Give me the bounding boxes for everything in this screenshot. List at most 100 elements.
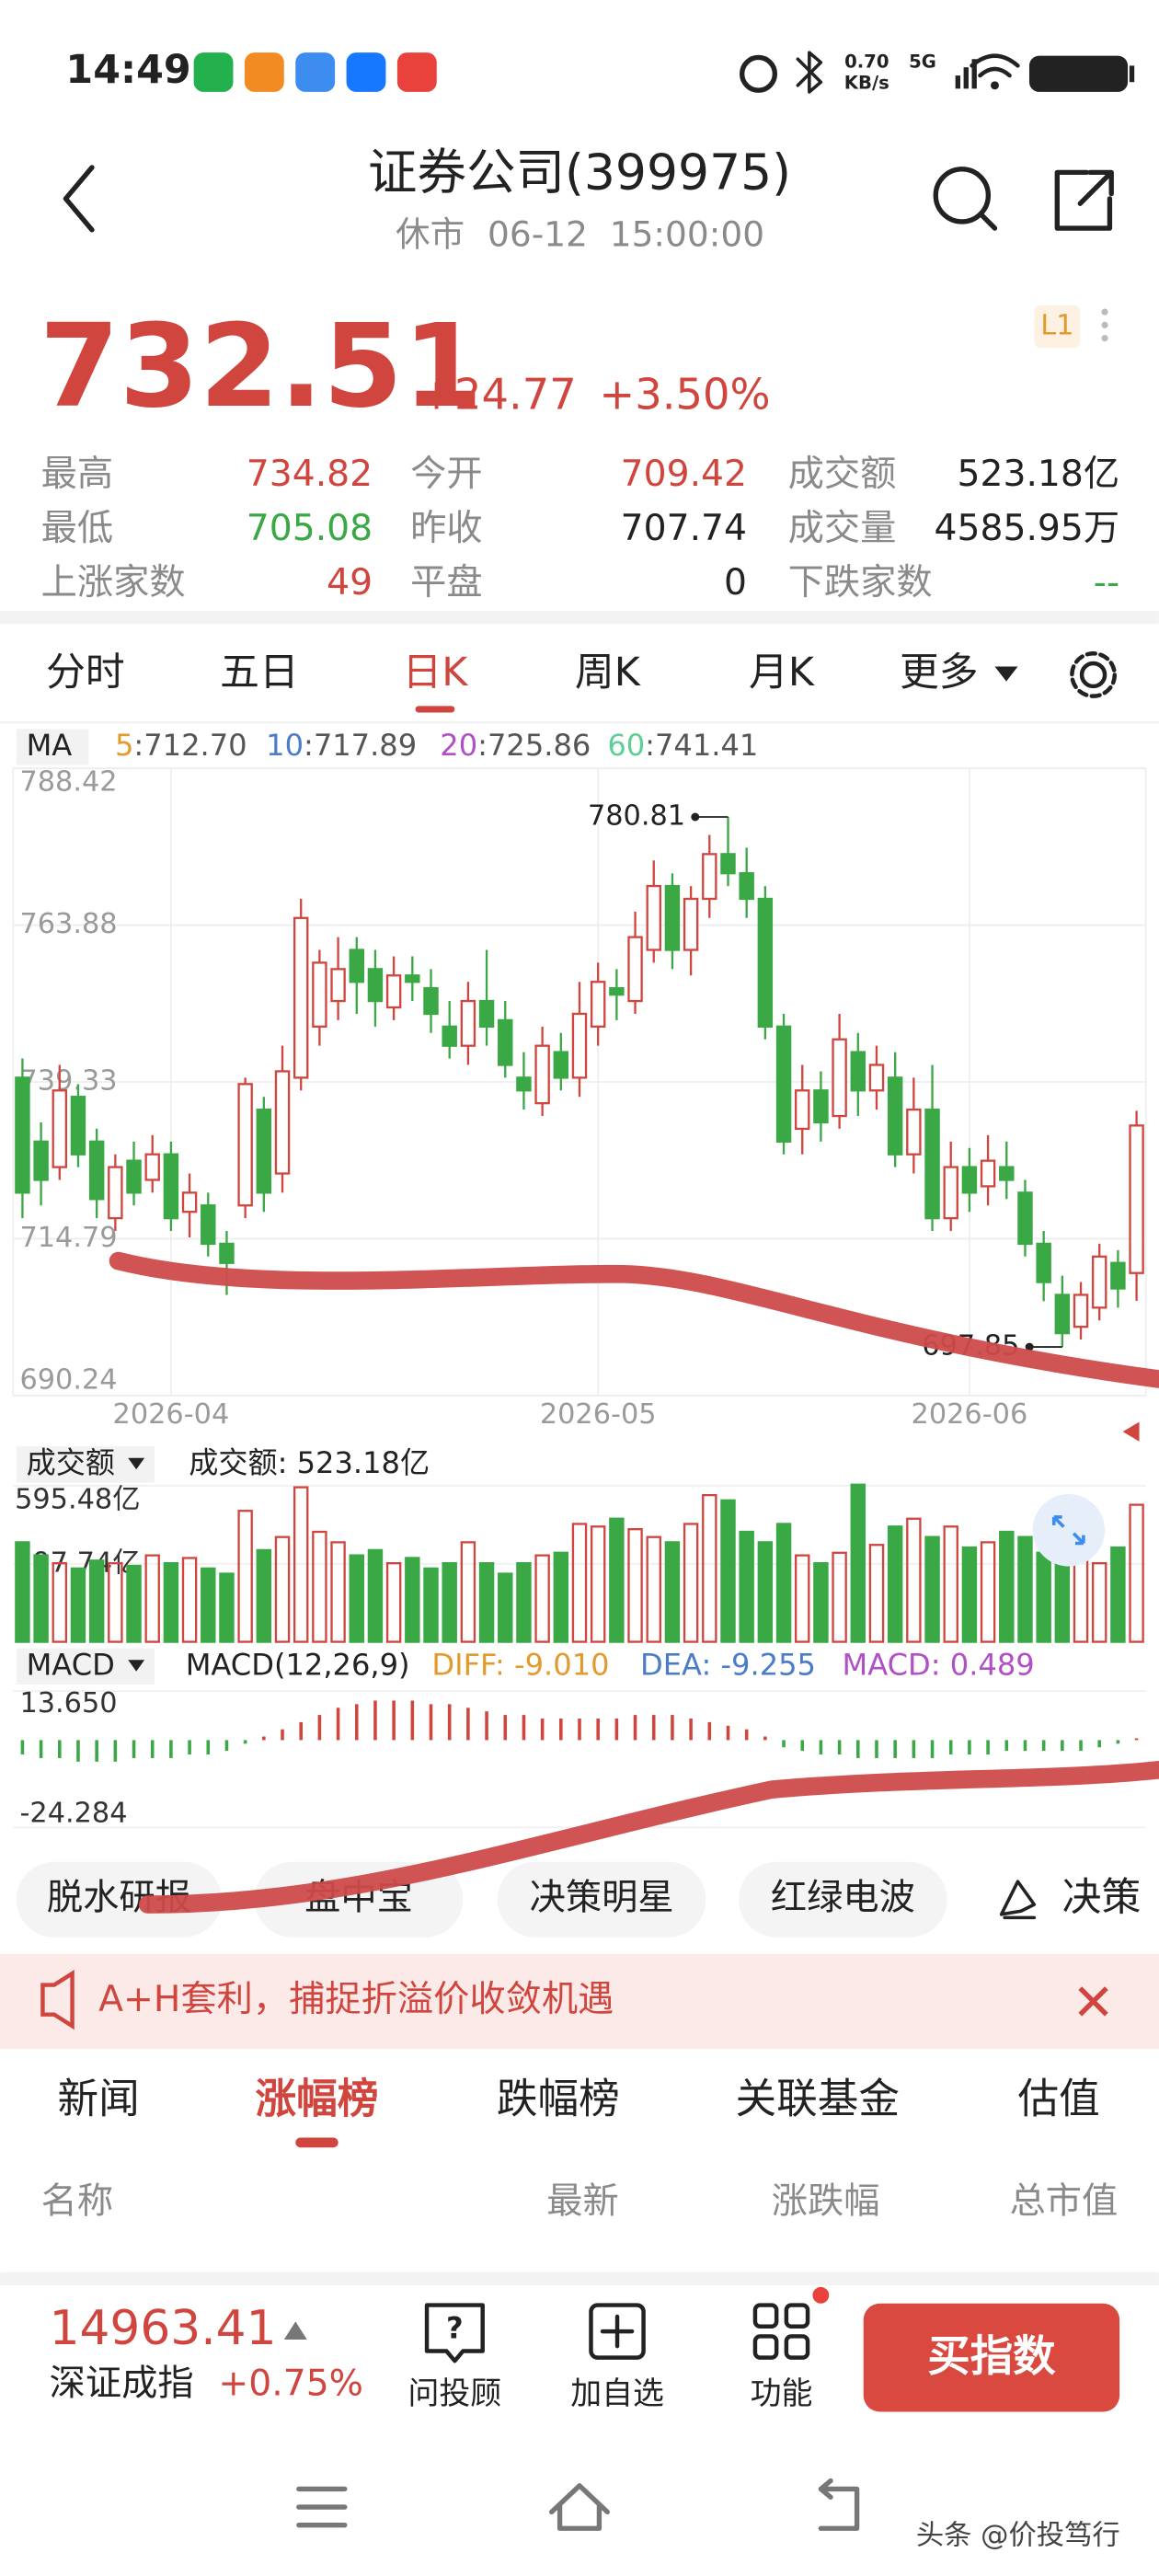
volume-bar xyxy=(664,1541,681,1643)
watermark: 头条 @价投笃行 xyxy=(916,2520,1120,2552)
chip-label[interactable]: 红绿电波 xyxy=(771,1877,915,1918)
indicator-select-bg[interactable] xyxy=(16,1648,155,1685)
volume-bar xyxy=(498,1572,513,1643)
stat-value: 705.08 xyxy=(247,508,373,549)
candle-body xyxy=(88,1140,105,1201)
candle-body xyxy=(627,936,643,1003)
candle-body xyxy=(924,1108,940,1220)
time: 14:49 xyxy=(65,47,190,93)
section-tab[interactable]: 关联基金 xyxy=(736,2075,900,2122)
volume-bar xyxy=(349,1554,364,1643)
trend-arrow xyxy=(283,2321,307,2340)
period-tab[interactable]: 分时 xyxy=(46,650,125,696)
volume-bar xyxy=(813,1562,829,1643)
stat-label: 上涨家数 xyxy=(41,562,186,604)
nav-menu[interactable] xyxy=(296,2486,348,2528)
share-button[interactable] xyxy=(1054,169,1114,231)
volume-bar xyxy=(478,1562,495,1643)
expand-arrow[interactable] xyxy=(1122,1421,1140,1442)
volume-bar xyxy=(683,1523,699,1643)
banner-close[interactable] xyxy=(1078,1986,1108,2017)
period-tab[interactable]: 日K xyxy=(403,650,469,696)
settings-button[interactable] xyxy=(1070,651,1118,698)
ma-value: :717.89 xyxy=(304,728,417,763)
volume-bar xyxy=(312,1530,327,1643)
section-tab[interactable]: 跌幅榜 xyxy=(497,2075,620,2122)
ma-period: 20 xyxy=(440,728,477,763)
volume-bar xyxy=(553,1551,569,1643)
more-dots[interactable] xyxy=(1101,308,1108,342)
candle-body xyxy=(442,1025,457,1047)
candle-body xyxy=(999,1166,1015,1181)
fullscreen-button[interactable] xyxy=(1032,1493,1106,1567)
volume-bar xyxy=(219,1572,235,1643)
chip-bg[interactable] xyxy=(739,1861,947,1938)
section-tab[interactable]: 新闻 xyxy=(58,2075,140,2122)
volume-bar xyxy=(1110,1546,1126,1643)
chip-bg[interactable] xyxy=(16,1861,222,1938)
action-label[interactable]: 加自选 xyxy=(570,2375,664,2411)
candle-body xyxy=(1091,1255,1107,1309)
volume-bar xyxy=(775,1523,792,1643)
macd-indicator: MACD xyxy=(27,1647,115,1682)
y-tick-label: 788.42 xyxy=(19,766,117,799)
advisor-icon[interactable]: ? xyxy=(424,2303,485,2363)
volume-bar xyxy=(274,1535,291,1643)
volume-bar xyxy=(144,1554,160,1643)
volume-bar xyxy=(405,1557,420,1643)
candle-body xyxy=(237,1083,253,1207)
ma-value: :725.86 xyxy=(477,728,591,763)
volume-bar xyxy=(961,1546,978,1643)
y-tick-label: 690.24 xyxy=(19,1363,117,1396)
price-change: +24.77 xyxy=(419,369,577,419)
volume-bar xyxy=(442,1562,457,1643)
y-tick-label: -24.284 xyxy=(19,1797,127,1829)
candle-body xyxy=(219,1242,235,1264)
volume-bar xyxy=(795,1554,810,1643)
chip-bg[interactable] xyxy=(497,1861,706,1938)
last-price: 732.51 xyxy=(40,300,483,433)
buy-button[interactable] xyxy=(863,2303,1120,2412)
period-tab[interactable]: 月K xyxy=(749,650,815,696)
period-tab[interactable]: 五日 xyxy=(220,650,299,696)
candle-body xyxy=(385,974,402,1009)
chip-label[interactable]: 决策 xyxy=(1062,1874,1142,1920)
action-label[interactable]: 问投顾 xyxy=(408,2375,502,2411)
volume-bar xyxy=(88,1559,105,1643)
back-button[interactable] xyxy=(63,165,95,233)
candle-body xyxy=(850,1051,866,1092)
add-watch-icon[interactable] xyxy=(589,2303,646,2360)
candle-body xyxy=(887,1076,903,1156)
stat-value: 49 xyxy=(327,562,373,604)
volume-bar xyxy=(70,1567,86,1643)
nav-back[interactable] xyxy=(818,2478,860,2531)
volume-bar xyxy=(15,1541,30,1643)
period-tab[interactable]: 更多 xyxy=(900,650,979,696)
indicator-select-bg[interactable] xyxy=(16,1446,155,1483)
macd-dea: DEA: -9.255 xyxy=(640,1647,816,1682)
period-tab[interactable]: 周K xyxy=(575,650,641,696)
banner-bg[interactable] xyxy=(0,1953,1159,2050)
nav-home[interactable] xyxy=(548,2483,611,2531)
candle-body xyxy=(498,1018,513,1066)
section-tab[interactable]: 涨幅榜 xyxy=(256,2075,379,2122)
section-tab[interactable]: 估值 xyxy=(1017,2075,1099,2122)
volume-summary: 成交额: 523.18亿 xyxy=(189,1445,430,1480)
search-button[interactable] xyxy=(933,167,998,231)
more-arrow xyxy=(994,666,1018,682)
quote-datetime: 06-12 15:00:00 xyxy=(488,213,764,254)
volume-bar xyxy=(868,1544,885,1643)
col-market-cap: 总市值 xyxy=(1010,2180,1119,2222)
buy-button-label[interactable]: 买指数 xyxy=(927,2331,1056,2381)
action-label[interactable]: 功能 xyxy=(751,2375,813,2411)
candle-body xyxy=(516,1076,532,1092)
banner-text: A+H套利，捕捉折溢价收敛机遇 xyxy=(98,1979,614,2020)
candle-body xyxy=(15,1076,30,1194)
hand-drawn-line xyxy=(109,1251,1159,1388)
candle-body xyxy=(571,1012,588,1079)
candle-body xyxy=(330,968,346,1003)
stat-label: 下跌家数 xyxy=(788,562,933,604)
function-icon[interactable] xyxy=(752,2286,830,2360)
chip-label[interactable]: 决策明星 xyxy=(530,1877,674,1918)
